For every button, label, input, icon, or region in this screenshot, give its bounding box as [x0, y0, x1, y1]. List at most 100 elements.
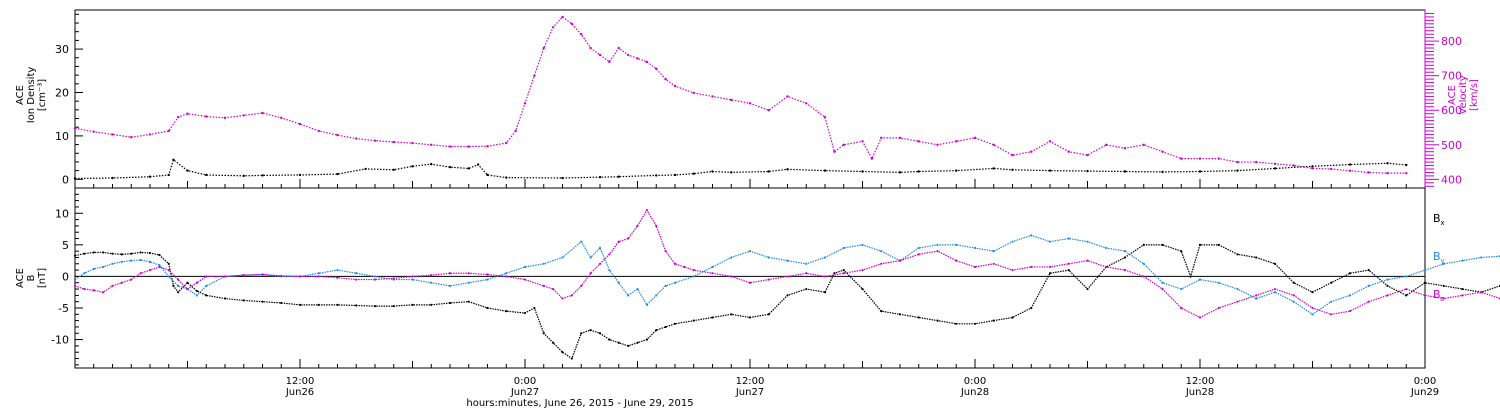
field-point-bx	[523, 311, 527, 315]
field-point-bx	[823, 291, 827, 294]
field-point-bx	[1048, 272, 1052, 275]
density-point	[617, 175, 620, 178]
field-point-bz	[355, 278, 358, 281]
velocity-point	[936, 143, 939, 146]
velocity-point	[636, 57, 639, 60]
field-point-bz	[373, 278, 377, 281]
field-point-bx	[195, 289, 198, 293]
legend-subscript: x	[1441, 219, 1445, 227]
velocity-point	[1348, 169, 1352, 172]
field-point-bz	[1386, 294, 1389, 297]
field-point-bz	[823, 275, 827, 278]
ion-density-series	[74, 158, 1407, 180]
velocity-point	[917, 140, 920, 143]
field-point-bx	[242, 299, 245, 302]
density-tick-label: 20	[55, 86, 69, 99]
time-tick-label: 12:00	[1186, 376, 1215, 387]
field-point-bx	[805, 287, 808, 291]
field-point-bx	[627, 344, 630, 347]
density-axis-label: ACE Ion Density [cm⁻³]	[15, 67, 48, 124]
field-point-bz	[936, 250, 939, 253]
field-point-bx	[1311, 291, 1314, 294]
velocity-point	[355, 137, 358, 140]
field-point-bx	[1198, 243, 1202, 246]
field-point-bx	[1189, 275, 1192, 278]
density-point	[673, 173, 677, 177]
field-point-by	[823, 256, 827, 259]
field-point-bz	[158, 265, 161, 269]
field-point-bx	[664, 325, 667, 329]
velocity-point	[664, 77, 667, 81]
field-point-by	[861, 243, 864, 246]
field-point-bz	[617, 240, 620, 243]
density-point	[261, 174, 264, 177]
field-point-by	[992, 250, 995, 253]
field-point-bx	[467, 300, 470, 303]
density-point	[786, 168, 789, 171]
field-point-bx	[673, 322, 677, 325]
velocity-point	[242, 114, 245, 117]
velocity-point	[673, 84, 677, 88]
velocity-axis-label-line: [km/s]	[1469, 79, 1480, 111]
density-point	[448, 165, 452, 169]
field-point-bx	[177, 291, 180, 294]
field-point-by	[430, 281, 433, 284]
field-point-bx	[1086, 287, 1089, 291]
field-point-bz	[552, 287, 555, 291]
field-point-bz	[589, 272, 592, 275]
velocity-point	[645, 60, 649, 64]
field-point-bx	[172, 284, 175, 287]
field-point-bx	[636, 341, 639, 344]
field-point-bz	[392, 277, 395, 280]
field-point-by	[195, 294, 198, 297]
field-tick-label: 10	[55, 207, 69, 220]
field-point-by	[655, 294, 658, 297]
field-point-bz	[298, 275, 302, 278]
field-point-by	[617, 281, 620, 284]
density-point	[992, 167, 995, 170]
velocity-point	[1386, 171, 1389, 175]
density-point	[898, 171, 902, 174]
field-point-bz	[1142, 275, 1145, 278]
series-bx	[74, 244, 1500, 360]
time-tick-label: 0:00	[1414, 376, 1436, 387]
field-point-bz	[1348, 310, 1352, 313]
field-point-bz	[1461, 294, 1464, 297]
velocity-point	[148, 133, 152, 136]
field-point-bx	[598, 332, 602, 335]
field-point-bx	[336, 303, 339, 306]
velocity-point	[505, 141, 508, 145]
density-point	[561, 176, 564, 180]
field-point-by	[664, 284, 667, 287]
field-point-bx	[120, 253, 123, 256]
field-point-by	[608, 269, 611, 272]
field-point-by	[1180, 287, 1183, 291]
velocity-point	[1311, 167, 1314, 170]
velocity-point	[205, 115, 208, 118]
field-point-bz	[148, 269, 152, 272]
field-point-bx	[580, 332, 583, 335]
density-point	[430, 162, 433, 166]
velocity-point	[430, 143, 433, 146]
field-point-bz	[1442, 297, 1445, 300]
field-point-bx	[355, 304, 358, 307]
density-tick-label: 30	[55, 43, 69, 56]
bottom-panel-frame	[74, 187, 1426, 369]
field-point-bx	[767, 313, 770, 316]
field-point-by	[102, 265, 105, 269]
field-point-bx	[1442, 284, 1445, 287]
field-point-by	[505, 272, 508, 275]
field-point-by	[355, 272, 358, 275]
density-point	[505, 176, 508, 179]
field-point-bz	[1105, 265, 1108, 269]
field-point-bz	[598, 262, 602, 265]
field-point-bx	[917, 316, 920, 319]
field-point-bx	[1423, 281, 1427, 284]
field-point-bz	[673, 262, 677, 265]
field-point-bz	[1086, 259, 1089, 262]
field-point-bx	[880, 310, 883, 313]
time-tick-label: 12:00	[286, 376, 315, 387]
field-point-bx	[1292, 281, 1295, 284]
